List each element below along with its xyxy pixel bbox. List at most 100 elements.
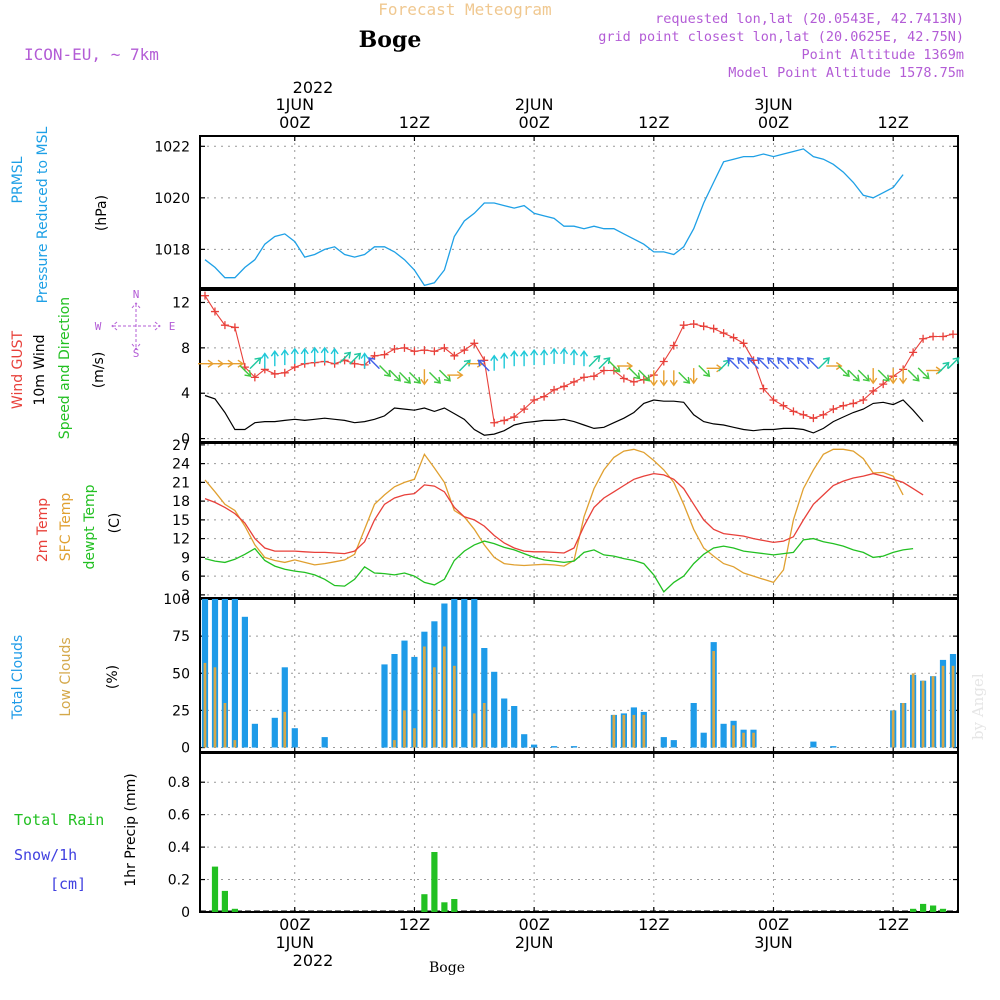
gust-marker bbox=[939, 332, 948, 341]
gust-marker bbox=[470, 339, 479, 348]
gust-marker bbox=[739, 339, 748, 348]
low-cloud-bar bbox=[403, 710, 406, 748]
wind-arrow-head bbox=[354, 352, 362, 360]
wind-arrow-head bbox=[244, 370, 252, 378]
gust-marker bbox=[659, 357, 668, 366]
wind-arrow-head bbox=[727, 357, 735, 365]
wind-arrow-head bbox=[394, 374, 402, 382]
gust-marker bbox=[799, 410, 808, 419]
wind-arrow-head bbox=[254, 357, 262, 365]
wind-arrow bbox=[588, 354, 601, 367]
wind-arrow-shaft bbox=[807, 358, 819, 370]
wind-arrow bbox=[490, 354, 499, 371]
bottom-hour-label: 12Z bbox=[638, 915, 669, 934]
gust-marker bbox=[879, 380, 888, 389]
wind-arrow-head bbox=[882, 374, 890, 382]
gust-marker bbox=[719, 329, 728, 338]
wind-arrow-head bbox=[320, 346, 329, 354]
wind-arrow bbox=[389, 369, 402, 382]
temp2m-line bbox=[204, 472, 924, 555]
gust-marker bbox=[779, 401, 788, 410]
gust-marker bbox=[290, 363, 299, 372]
bottom-date-label: 3JUN bbox=[754, 933, 793, 952]
wind-arrow bbox=[270, 349, 279, 367]
wind-arrow bbox=[280, 348, 289, 366]
wind-arrow-head bbox=[270, 349, 279, 357]
prmsl-desc-label: Pressure Reduced to MSL bbox=[35, 126, 51, 303]
wind-arrow-shaft bbox=[379, 365, 390, 376]
wind-arrow bbox=[260, 352, 269, 369]
gust-marker bbox=[510, 413, 519, 422]
wind-arrow-head bbox=[786, 357, 794, 365]
wind-arrow bbox=[300, 347, 309, 364]
wind-arrow bbox=[608, 360, 621, 373]
low-cloud-bar bbox=[951, 665, 955, 748]
wind-arrow-shaft bbox=[748, 358, 759, 370]
wind-arrow-shaft bbox=[249, 358, 261, 370]
dewpt-line bbox=[204, 537, 914, 593]
temperature-ytick-label: 12 bbox=[172, 532, 190, 548]
gust-marker bbox=[579, 373, 588, 382]
gust-marker bbox=[729, 333, 738, 342]
wind-arrow bbox=[756, 357, 769, 370]
wind-panel: 0 4 8 12 bbox=[172, 289, 960, 448]
wind-arrow-head bbox=[806, 357, 814, 365]
wind-arrow bbox=[438, 369, 451, 382]
wind-arrow-shaft bbox=[588, 356, 600, 367]
gust-marker bbox=[629, 377, 638, 386]
clouds-frame bbox=[199, 598, 959, 753]
snow-label: Snow/1h bbox=[14, 846, 77, 864]
wind-arrow-head bbox=[384, 370, 392, 378]
wind-arrow-head bbox=[530, 348, 539, 356]
temperature-ytick-label: 21 bbox=[172, 475, 190, 491]
gust-marker bbox=[530, 396, 539, 405]
low-cloud-bar bbox=[911, 673, 915, 748]
wind-arrow-head bbox=[290, 347, 299, 355]
bottom-hour-label: 12Z bbox=[399, 915, 430, 934]
total-cloud-bar bbox=[521, 734, 528, 748]
wind-arrow bbox=[569, 348, 579, 366]
compass-arrows bbox=[111, 302, 161, 350]
total-cloud-bar bbox=[381, 664, 388, 748]
compass-s: S bbox=[133, 347, 140, 360]
gust-marker bbox=[450, 351, 459, 360]
pressure-panel: 1018 1020 1022 bbox=[154, 0, 959, 289]
wind-arrow-shaft bbox=[399, 371, 410, 383]
wind-arrow-shaft bbox=[339, 352, 351, 364]
wind-arrow bbox=[669, 370, 678, 387]
pressure-ytick-label: 1020 bbox=[154, 191, 190, 207]
total-cloud-bar bbox=[231, 599, 238, 748]
wind-arrow bbox=[659, 370, 668, 387]
wind-arrow-head bbox=[659, 379, 668, 387]
wind-arrow-head bbox=[737, 357, 745, 365]
rain-bar bbox=[231, 908, 238, 912]
low-cloud-bar bbox=[443, 646, 446, 748]
gust-marker bbox=[769, 396, 778, 405]
wind-arrow bbox=[737, 357, 750, 370]
gust-marker bbox=[859, 396, 868, 405]
wind-arrow-shaft bbox=[638, 369, 650, 381]
wind-arrow bbox=[367, 357, 380, 370]
wind-arrow-shaft bbox=[389, 369, 400, 381]
total-cloud-bar bbox=[511, 706, 518, 748]
low-cloud-bar bbox=[223, 703, 227, 748]
wind-arrow-head bbox=[540, 348, 549, 356]
wind-arrow-head bbox=[842, 370, 850, 378]
wind-arrow bbox=[817, 357, 830, 370]
wind-arrow bbox=[937, 361, 950, 374]
wind-arrow-head bbox=[510, 349, 519, 357]
gust-marker bbox=[410, 347, 419, 356]
low-cloud-bar bbox=[712, 651, 715, 748]
wind-arrow-head bbox=[360, 352, 369, 359]
wind-arrow-shaft bbox=[847, 369, 859, 381]
precip-panel: 0 0.2 0.4 0.6 0.8 bbox=[168, 752, 959, 921]
low-cloud-bar bbox=[622, 714, 626, 748]
wind-arrow-shaft bbox=[628, 367, 640, 379]
gust-marker bbox=[520, 405, 529, 414]
total-cloud-bar bbox=[481, 648, 488, 748]
low-cloud-bar bbox=[482, 703, 486, 748]
wind-arrow bbox=[638, 369, 651, 382]
rain-bar bbox=[920, 903, 927, 912]
